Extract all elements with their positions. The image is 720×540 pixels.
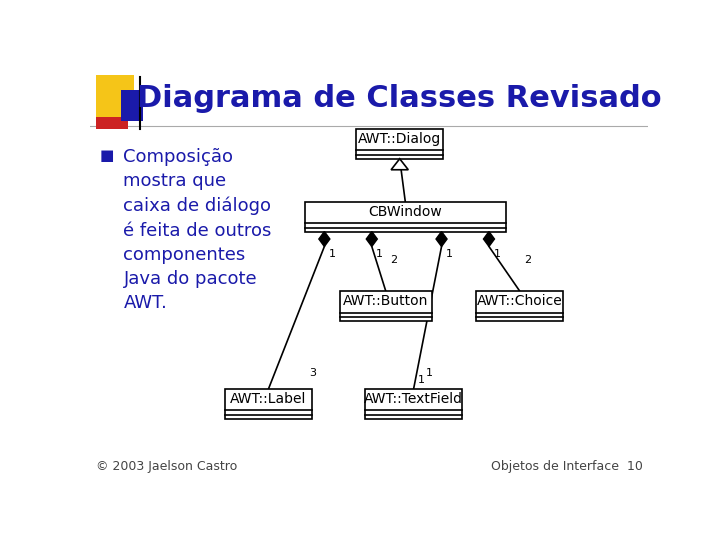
- Text: 1: 1: [493, 248, 500, 259]
- Text: AWT::Choice: AWT::Choice: [477, 294, 562, 308]
- Polygon shape: [366, 232, 377, 246]
- Bar: [225, 389, 312, 419]
- Text: 2: 2: [524, 255, 531, 266]
- Polygon shape: [319, 232, 330, 246]
- Bar: [365, 389, 462, 419]
- Text: Composição
mostra que
caixa de diálogo
é feita de outros
componentes
Java do pac: Composição mostra que caixa de diálogo é…: [124, 148, 272, 313]
- Bar: [96, 75, 133, 117]
- Text: AWT::Dialog: AWT::Dialog: [358, 132, 441, 146]
- Bar: [305, 201, 505, 232]
- Text: CBWindow: CBWindow: [369, 205, 442, 219]
- Text: Objetos de Interface  10: Objetos de Interface 10: [490, 460, 642, 473]
- Bar: [96, 104, 128, 129]
- Bar: [477, 291, 563, 321]
- Bar: [340, 291, 432, 321]
- Polygon shape: [391, 159, 408, 170]
- Polygon shape: [483, 232, 495, 246]
- Text: ■: ■: [100, 148, 114, 163]
- Text: 2: 2: [390, 255, 397, 266]
- Text: 1: 1: [329, 248, 336, 259]
- Text: 1: 1: [446, 248, 453, 259]
- Text: AWT::Label: AWT::Label: [230, 392, 307, 406]
- Text: 1: 1: [426, 368, 433, 379]
- Text: 1: 1: [377, 248, 383, 259]
- Text: AWT::Button: AWT::Button: [343, 294, 428, 308]
- Text: AWT::TextField: AWT::TextField: [364, 392, 463, 406]
- Bar: [356, 129, 443, 159]
- Text: Diagrama de Classes Revisado: Diagrama de Classes Revisado: [138, 84, 662, 112]
- Bar: [121, 90, 143, 121]
- Polygon shape: [436, 232, 447, 246]
- Text: 3: 3: [309, 368, 316, 379]
- Text: 1: 1: [418, 375, 425, 384]
- Text: © 2003 Jaelson Castro: © 2003 Jaelson Castro: [96, 460, 237, 473]
